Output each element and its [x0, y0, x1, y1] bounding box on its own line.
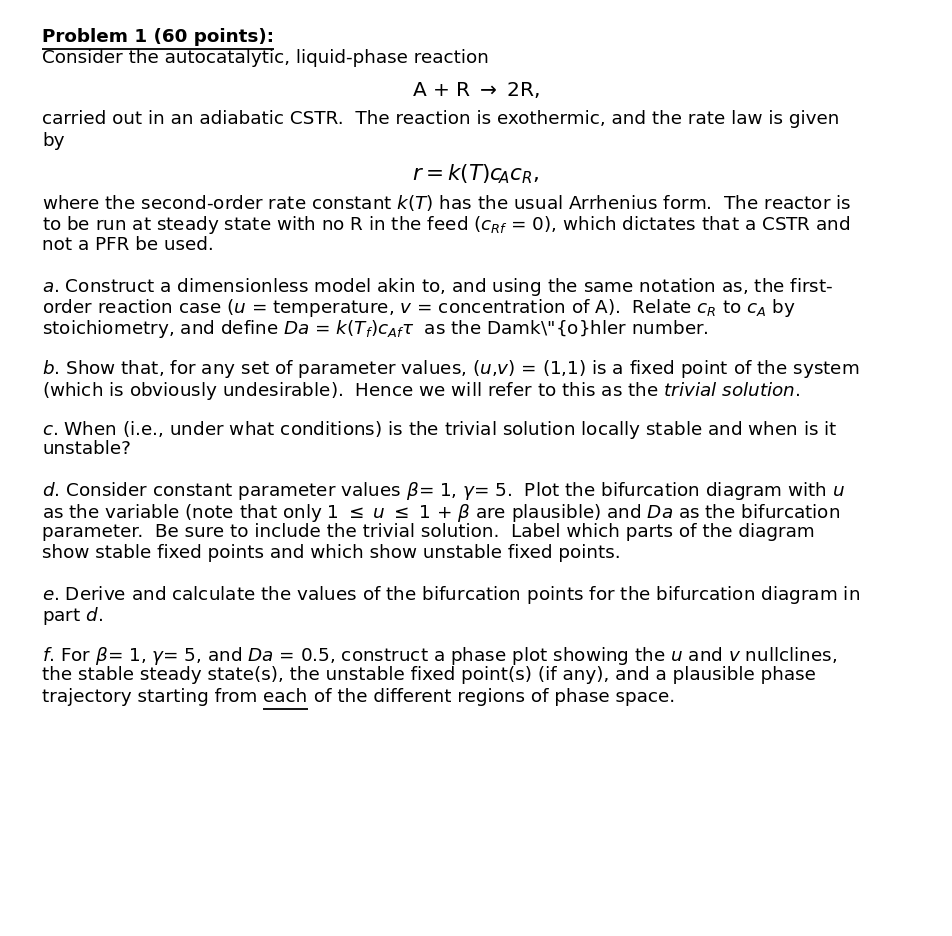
Text: $f$. For $\beta$= 1, $\gamma$= 5, and $Da$ = 0.5, construct a phase plot showing: $f$. For $\beta$= 1, $\gamma$= 5, and $D… — [42, 645, 837, 667]
Text: Problem 1 (60 points):: Problem 1 (60 points): — [42, 28, 274, 46]
Text: (which is obviously undesirable).  Hence we will refer to this as the $\it{trivi: (which is obviously undesirable). Hence … — [42, 379, 801, 402]
Text: each: each — [264, 688, 307, 706]
Text: $a$. Construct a dimensionless model akin to, and using the same notation as, th: $a$. Construct a dimensionless model aki… — [42, 275, 833, 298]
Text: A + R $\rightarrow$ 2R,: A + R $\rightarrow$ 2R, — [412, 80, 540, 100]
Text: where the second-order rate constant $k$($T$) has the usual Arrhenius form.  The: where the second-order rate constant $k$… — [42, 193, 851, 213]
Text: trajectory starting from: trajectory starting from — [42, 688, 264, 706]
Text: the stable steady state(s), the unstable fixed point(s) (if any), and a plausibl: the stable steady state(s), the unstable… — [42, 666, 816, 684]
Text: $d$. Consider constant parameter values $\beta$= 1, $\gamma$= 5.  Plot the bifur: $d$. Consider constant parameter values … — [42, 480, 845, 502]
Text: parameter.  Be sure to include the trivial solution.  Label which parts of the d: parameter. Be sure to include the trivia… — [42, 523, 815, 541]
Text: of the different regions of phase space.: of the different regions of phase space. — [307, 688, 675, 706]
Text: show stable fixed points and which show unstable fixed points.: show stable fixed points and which show … — [42, 545, 621, 563]
Text: unstable?: unstable? — [42, 441, 130, 459]
Text: $c$. When (i.e., under what conditions) is the trivial solution locally stable a: $c$. When (i.e., under what conditions) … — [42, 419, 838, 441]
Text: not a PFR be used.: not a PFR be used. — [42, 236, 214, 254]
Text: $r = k(T)c_{\!A}c_R,$: $r = k(T)c_{\!A}c_R,$ — [412, 163, 540, 186]
Text: part $d$.: part $d$. — [42, 606, 103, 627]
Text: by: by — [42, 132, 65, 150]
Text: Consider the autocatalytic, liquid-phase reaction: Consider the autocatalytic, liquid-phase… — [42, 50, 489, 67]
Text: $e$. Derive and calculate the values of the bifurcation points for the bifurcati: $e$. Derive and calculate the values of … — [42, 584, 860, 606]
Text: as the variable (note that only 1 $\leq$ $u$ $\leq$ 1 + $\beta$ are plausible) a: as the variable (note that only 1 $\leq$… — [42, 502, 841, 523]
Text: carried out in an adiabatic CSTR.  The reaction is exothermic, and the rate law : carried out in an adiabatic CSTR. The re… — [42, 110, 840, 128]
Text: to be run at steady state with no R in the feed ($c_{Rf}$ = 0), which dictates t: to be run at steady state with no R in t… — [42, 214, 850, 237]
Text: order reaction case ($u$ = temperature, $v$ = concentration of A).  Relate $c_R$: order reaction case ($u$ = temperature, … — [42, 297, 796, 319]
Text: stoichiometry, and define $Da$ = $k$($T_f$)$c_{Af}\tau$  as the Damk\"{o}hler nu: stoichiometry, and define $Da$ = $k$($T_… — [42, 318, 709, 341]
Text: $b$. Show that, for any set of parameter values, ($u$,$v$) = (1,1) is a fixed po: $b$. Show that, for any set of parameter… — [42, 358, 860, 380]
